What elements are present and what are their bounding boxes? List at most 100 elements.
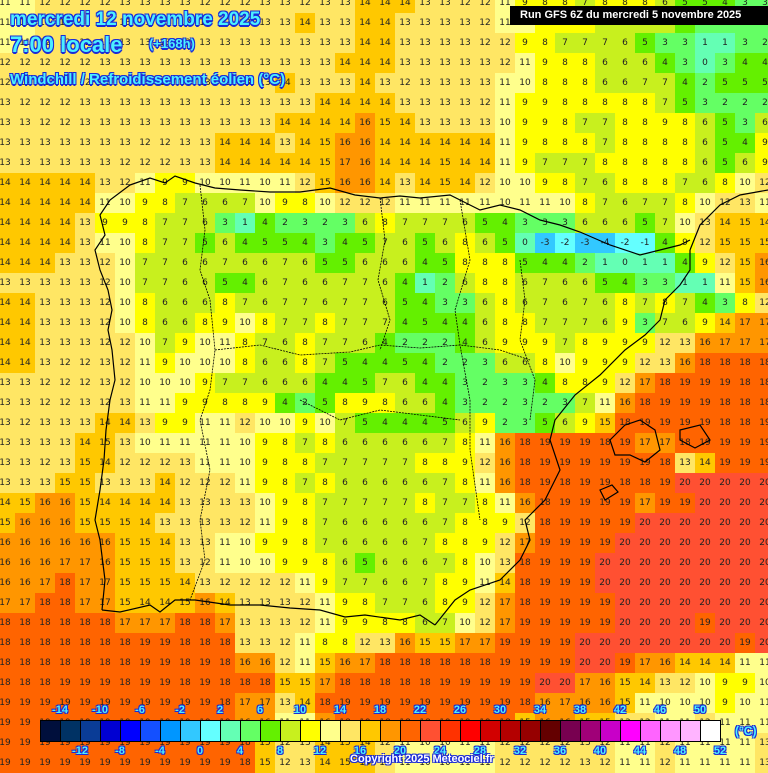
grid-value: 5: [635, 213, 655, 233]
grid-value: 8: [275, 473, 295, 493]
grid-value: 12: [135, 153, 155, 173]
grid-value: 19: [655, 493, 675, 513]
grid-value: 4: [415, 413, 435, 433]
grid-value: 14: [75, 193, 95, 213]
grid-value: 15: [255, 753, 275, 773]
legend-swatch: [161, 721, 181, 741]
grid-value: 19: [555, 553, 575, 573]
grid-value: 12: [95, 333, 115, 353]
grid-value: 13: [335, 73, 355, 93]
grid-value: 7: [275, 313, 295, 333]
grid-value: 6: [395, 573, 415, 593]
grid-value: 19: [755, 413, 768, 433]
grid-value: 6: [175, 313, 195, 333]
grid-value: 12: [475, 613, 495, 633]
grid-value: 6: [455, 413, 475, 433]
grid-value: 12: [235, 413, 255, 433]
grid-value: 13: [155, 513, 175, 533]
grid-value: 15: [135, 533, 155, 553]
grid-value: 13: [415, 0, 435, 13]
grid-value: 16: [395, 633, 415, 653]
grid-value: 6: [415, 553, 435, 573]
grid-value: 6: [455, 273, 475, 293]
grid-value: 15: [0, 513, 15, 533]
grid-value: 15: [435, 153, 455, 173]
legend-tick-label: 36: [553, 745, 567, 757]
grid-value: 14: [155, 533, 175, 553]
grid-value: 9: [135, 193, 155, 213]
grid-value: 8: [355, 593, 375, 613]
grid-value: 18: [335, 673, 355, 693]
legend-swatch: [681, 721, 701, 741]
grid-value: 6: [595, 293, 615, 313]
grid-value: 13: [655, 353, 675, 373]
grid-value: 20: [755, 613, 768, 633]
grid-value: 12: [75, 53, 95, 73]
grid-value: 20: [695, 493, 715, 513]
grid-value: 4: [255, 213, 275, 233]
grid-value: 14: [115, 493, 135, 513]
grid-value: 5: [195, 233, 215, 253]
legend-swatch: [381, 721, 401, 741]
grid-value: 4: [415, 373, 435, 393]
grid-value: 2: [495, 413, 515, 433]
grid-value: 16: [95, 533, 115, 553]
grid-value: 8: [715, 173, 735, 193]
legend-tick-label: 6: [256, 704, 264, 716]
grid-value: 6: [375, 513, 395, 533]
grid-value: 18: [75, 613, 95, 633]
grid-value: 13: [195, 53, 215, 73]
grid-value: 12: [235, 0, 255, 13]
grid-value: 8: [555, 73, 575, 93]
grid-value: 18: [515, 453, 535, 473]
grid-value: 6: [255, 293, 275, 313]
legend-tick-label: 22: [413, 704, 427, 716]
grid-value: 16: [235, 653, 255, 673]
grid-value: 7: [295, 313, 315, 333]
grid-value: 13: [115, 53, 135, 73]
grid-value: 15: [435, 173, 455, 193]
grid-value: 9: [155, 353, 175, 373]
grid-value: 12: [635, 353, 655, 373]
grid-value: 14: [395, 153, 415, 173]
grid-value: 16: [35, 513, 55, 533]
grid-value: 13: [455, 13, 475, 33]
grid-value: 8: [315, 633, 335, 653]
grid-value: 14: [155, 473, 175, 493]
grid-value: 13: [255, 0, 275, 13]
grid-value: 9: [595, 353, 615, 373]
grid-value: 3: [715, 53, 735, 73]
grid-value: 13: [275, 593, 295, 613]
grid-value: 12: [55, 53, 75, 73]
grid-value: 18: [655, 453, 675, 473]
grid-value: 18: [215, 653, 235, 673]
grid-value: 13: [235, 613, 255, 633]
grid-value: 13: [75, 213, 95, 233]
grid-value: 10: [655, 693, 675, 713]
grid-value: 14: [55, 233, 75, 253]
grid-value: 7: [235, 293, 255, 313]
grid-value: 17: [95, 573, 115, 593]
grid-value: 13: [195, 93, 215, 113]
grid-value: 12: [55, 0, 75, 13]
grid-value: 1: [655, 253, 675, 273]
grid-value: 6: [335, 513, 355, 533]
grid-value: 6: [695, 133, 715, 153]
legend-tick-label: 16: [353, 745, 367, 757]
grid-value: 9: [535, 173, 555, 193]
grid-value: 16: [355, 113, 375, 133]
grid-value: -2: [615, 233, 635, 253]
grid-value: 13: [435, 0, 455, 13]
grid-value: 13: [75, 393, 95, 413]
grid-value: 8: [615, 153, 635, 173]
grid-value: 16: [15, 573, 35, 593]
grid-value: 12: [495, 753, 515, 773]
grid-value: 13: [35, 313, 55, 333]
grid-value: 13: [315, 33, 335, 53]
grid-value: 19: [575, 453, 595, 473]
grid-value: 2: [435, 333, 455, 353]
grid-value: 18: [635, 393, 655, 413]
grid-value: 9: [535, 53, 555, 73]
grid-value: 6: [415, 473, 435, 493]
grid-value: 9: [755, 133, 768, 153]
